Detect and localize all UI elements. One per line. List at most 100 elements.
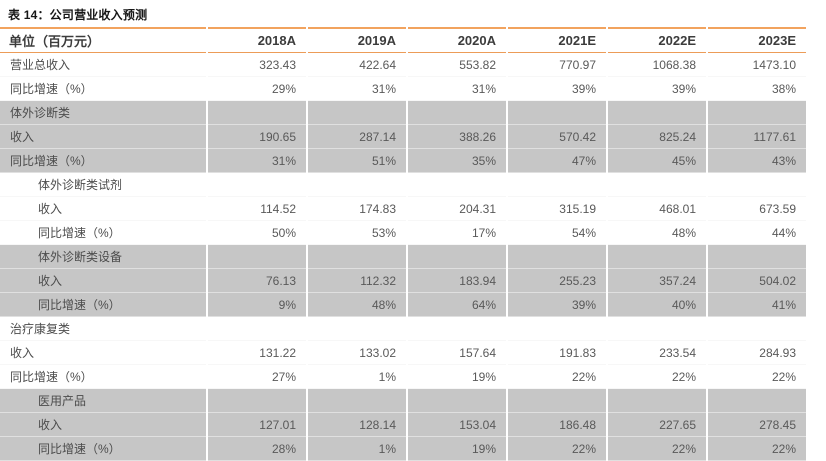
cell-value: 44% xyxy=(708,221,806,245)
cell-value: 278.45 xyxy=(708,413,806,437)
table-header: 单位（百万元） 2018A 2019A 2020A 2021E 2022E 2023E xyxy=(0,27,806,53)
cell-value xyxy=(308,173,406,197)
cell-value: 190.65 xyxy=(208,125,306,149)
row-label: 同比增速（%） xyxy=(0,293,206,317)
cell-value xyxy=(408,317,506,341)
cell-value xyxy=(308,389,406,413)
cell-value xyxy=(308,101,406,125)
cell-value: 17% xyxy=(408,221,506,245)
cell-value: 41% xyxy=(708,293,806,317)
cell-value: 31% xyxy=(208,149,306,173)
cell-value: 422.64 xyxy=(308,53,406,77)
row-label: 同比增速（%） xyxy=(0,365,206,389)
cell-value: 284.93 xyxy=(708,341,806,365)
row-label: 同比增速（%） xyxy=(0,437,206,461)
cell-value: 35% xyxy=(408,149,506,173)
data-row: 同比增速（%） 31% 51% 35% 47% 45% 43% xyxy=(0,149,806,173)
cell-value: 233.54 xyxy=(608,341,706,365)
cell-value xyxy=(208,101,306,125)
cell-value: 153.04 xyxy=(408,413,506,437)
cell-value: 1473.10 xyxy=(708,53,806,77)
cell-value: 45% xyxy=(608,149,706,173)
row-label: 营业总收入 xyxy=(0,53,206,77)
cell-value: 323.43 xyxy=(208,53,306,77)
row-label: 同比增速（%） xyxy=(0,221,206,245)
cell-value: 174.83 xyxy=(308,197,406,221)
cell-value: 227.65 xyxy=(608,413,706,437)
data-row: 收入 114.52 174.83 204.31 315.19 468.01 673.59 xyxy=(0,197,806,221)
cell-value: 19% xyxy=(408,365,506,389)
cell-value: 553.82 xyxy=(408,53,506,77)
cell-value xyxy=(208,245,306,269)
cell-value xyxy=(308,317,406,341)
table-body: 营业总收入 323.43 422.64 553.82 770.97 1068.38 1473… xyxy=(0,53,806,461)
cell-value: 191.83 xyxy=(508,341,606,365)
cell-value: 39% xyxy=(508,293,606,317)
cell-value: 39% xyxy=(508,77,606,101)
data-row: 收入 190.65 287.14 388.26 570.42 825.24 1177.61 xyxy=(0,125,806,149)
cell-value xyxy=(708,173,806,197)
cell-value xyxy=(208,317,306,341)
row-label: 体外诊断类试剂 xyxy=(0,173,206,197)
cell-value: 38% xyxy=(708,77,806,101)
cell-value: 1% xyxy=(308,365,406,389)
row-label: 同比增速（%） xyxy=(0,149,206,173)
year-column-header: 2019A xyxy=(308,27,406,53)
data-row: 同比增速（%） 28% 1% 19% 22% 22% 22% xyxy=(0,437,806,461)
cell-value xyxy=(708,317,806,341)
year-column-header: 2021E xyxy=(508,27,606,53)
cell-value: 504.02 xyxy=(708,269,806,293)
cell-value xyxy=(408,389,506,413)
row-label: 体外诊断类 xyxy=(0,101,206,125)
row-label: 收入 xyxy=(0,197,206,221)
cell-value: 43% xyxy=(708,149,806,173)
cell-value: 9% xyxy=(208,293,306,317)
cell-value xyxy=(308,245,406,269)
section-header-row: 体外诊断类设备 xyxy=(0,245,806,269)
cell-value: 255.23 xyxy=(508,269,606,293)
data-row: 收入 127.01 128.14 153.04 186.48 227.65 278.45 xyxy=(0,413,806,437)
cell-value: 28% xyxy=(208,437,306,461)
cell-value: 570.42 xyxy=(508,125,606,149)
data-row: 收入 76.13 112.32 183.94 255.23 357.24 504.02 xyxy=(0,269,806,293)
data-row: 收入 131.22 133.02 157.64 191.83 233.54 284.93 xyxy=(0,341,806,365)
cell-value xyxy=(608,101,706,125)
cell-value xyxy=(608,245,706,269)
section-header-row: 体外诊断类 xyxy=(0,101,806,125)
cell-value: 22% xyxy=(608,437,706,461)
data-row: 营业总收入 323.43 422.64 553.82 770.97 1068.38 1473… xyxy=(0,53,806,77)
row-label: 同比增速（%） xyxy=(0,77,206,101)
row-label: 治疗康复类 xyxy=(0,317,206,341)
cell-value: 1% xyxy=(308,437,406,461)
cell-value: 131.22 xyxy=(208,341,306,365)
year-column-header: 2023E xyxy=(708,27,806,53)
cell-value: 127.01 xyxy=(208,413,306,437)
cell-value xyxy=(508,317,606,341)
cell-value: 22% xyxy=(708,365,806,389)
row-label: 体外诊断类设备 xyxy=(0,245,206,269)
cell-value xyxy=(408,101,506,125)
cell-value: 53% xyxy=(308,221,406,245)
cell-value xyxy=(508,389,606,413)
cell-value: 31% xyxy=(408,77,506,101)
table-title: 表 14：公司营业收入预测 xyxy=(8,8,148,22)
header-row: 单位（百万元） 2018A 2019A 2020A 2021E 2022E 2023E xyxy=(0,27,806,53)
cell-value: 50% xyxy=(208,221,306,245)
cell-value: 1177.61 xyxy=(708,125,806,149)
cell-value xyxy=(608,317,706,341)
revenue-forecast-table: 单位（百万元） 2018A 2019A 2020A 2021E 2022E 2023E 营… xyxy=(0,27,808,461)
cell-value: 48% xyxy=(608,221,706,245)
cell-value: 468.01 xyxy=(608,197,706,221)
data-row: 同比增速（%） 29% 31% 31% 39% 39% 38% xyxy=(0,77,806,101)
cell-value xyxy=(508,101,606,125)
cell-value: 357.24 xyxy=(608,269,706,293)
cell-value: 186.48 xyxy=(508,413,606,437)
cell-value: 51% xyxy=(308,149,406,173)
cell-value: 1068.38 xyxy=(608,53,706,77)
year-column-header: 2018A xyxy=(208,27,306,53)
cell-value xyxy=(508,173,606,197)
cell-value: 673.59 xyxy=(708,197,806,221)
cell-value: 64% xyxy=(408,293,506,317)
section-header-row: 体外诊断类试剂 xyxy=(0,173,806,197)
cell-value: 388.26 xyxy=(408,125,506,149)
